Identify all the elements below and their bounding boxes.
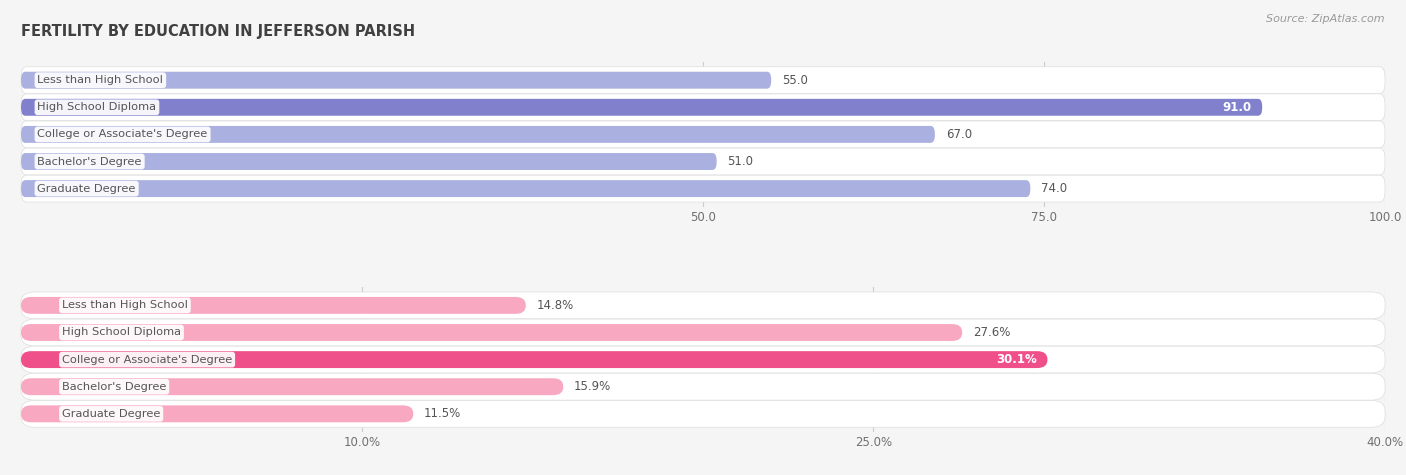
FancyBboxPatch shape bbox=[21, 400, 1385, 427]
FancyBboxPatch shape bbox=[21, 175, 1385, 202]
FancyBboxPatch shape bbox=[21, 121, 1385, 148]
FancyBboxPatch shape bbox=[21, 378, 564, 395]
Text: 51.0: 51.0 bbox=[727, 155, 754, 168]
FancyBboxPatch shape bbox=[21, 72, 772, 89]
Text: 11.5%: 11.5% bbox=[425, 408, 461, 420]
Text: Bachelor's Degree: Bachelor's Degree bbox=[38, 156, 142, 167]
Text: College or Associate's Degree: College or Associate's Degree bbox=[62, 355, 232, 365]
FancyBboxPatch shape bbox=[21, 324, 962, 341]
Text: Bachelor's Degree: Bachelor's Degree bbox=[62, 382, 166, 392]
FancyBboxPatch shape bbox=[21, 148, 1385, 175]
Text: 74.0: 74.0 bbox=[1042, 182, 1067, 195]
FancyBboxPatch shape bbox=[21, 180, 1031, 197]
FancyBboxPatch shape bbox=[21, 153, 717, 170]
Text: Source: ZipAtlas.com: Source: ZipAtlas.com bbox=[1267, 14, 1385, 24]
FancyBboxPatch shape bbox=[21, 346, 1385, 373]
Text: 14.8%: 14.8% bbox=[537, 299, 574, 312]
FancyBboxPatch shape bbox=[21, 319, 1385, 346]
FancyBboxPatch shape bbox=[21, 292, 1385, 319]
Text: Graduate Degree: Graduate Degree bbox=[38, 184, 136, 194]
FancyBboxPatch shape bbox=[21, 67, 1385, 94]
Text: College or Associate's Degree: College or Associate's Degree bbox=[38, 129, 208, 139]
Text: 91.0: 91.0 bbox=[1222, 101, 1251, 114]
FancyBboxPatch shape bbox=[21, 99, 1263, 116]
Text: 27.6%: 27.6% bbox=[973, 326, 1011, 339]
Text: 67.0: 67.0 bbox=[946, 128, 972, 141]
Text: Less than High School: Less than High School bbox=[62, 300, 188, 310]
FancyBboxPatch shape bbox=[21, 126, 935, 143]
FancyBboxPatch shape bbox=[21, 94, 1385, 121]
Text: 15.9%: 15.9% bbox=[574, 380, 612, 393]
Text: 55.0: 55.0 bbox=[782, 74, 808, 86]
Text: High School Diploma: High School Diploma bbox=[62, 327, 181, 338]
Text: FERTILITY BY EDUCATION IN JEFFERSON PARISH: FERTILITY BY EDUCATION IN JEFFERSON PARI… bbox=[21, 24, 415, 39]
Text: Graduate Degree: Graduate Degree bbox=[62, 409, 160, 419]
FancyBboxPatch shape bbox=[21, 297, 526, 314]
FancyBboxPatch shape bbox=[21, 373, 1385, 400]
Text: Less than High School: Less than High School bbox=[38, 75, 163, 85]
Text: 30.1%: 30.1% bbox=[995, 353, 1036, 366]
Text: High School Diploma: High School Diploma bbox=[38, 102, 156, 112]
FancyBboxPatch shape bbox=[21, 351, 1047, 368]
FancyBboxPatch shape bbox=[21, 405, 413, 422]
